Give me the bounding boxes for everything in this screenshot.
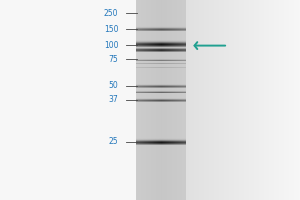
- Text: 150: 150: [104, 24, 118, 33]
- Text: 250: 250: [104, 8, 118, 18]
- Text: 50: 50: [109, 82, 118, 90]
- Text: 100: 100: [104, 40, 118, 49]
- Text: 75: 75: [109, 54, 118, 64]
- Text: 37: 37: [109, 96, 118, 104]
- Text: 25: 25: [109, 138, 118, 146]
